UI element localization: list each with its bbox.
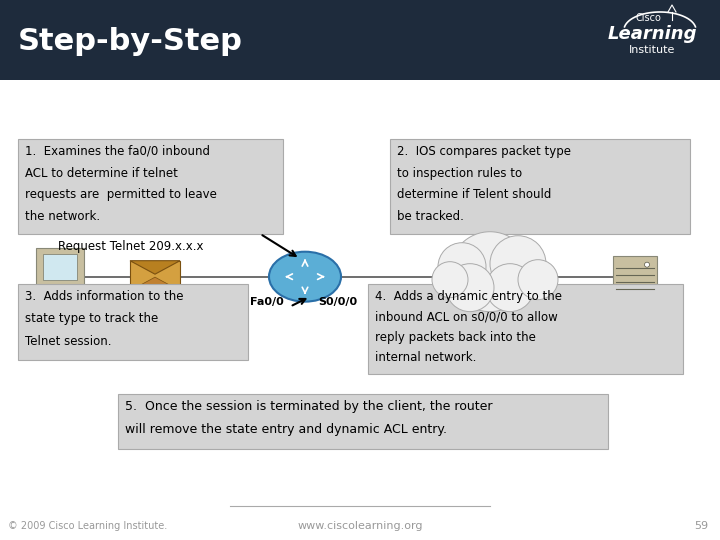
Circle shape bbox=[490, 236, 546, 292]
FancyBboxPatch shape bbox=[18, 139, 283, 234]
FancyBboxPatch shape bbox=[613, 256, 657, 294]
Text: Fa0/0: Fa0/0 bbox=[250, 296, 284, 307]
FancyBboxPatch shape bbox=[0, 0, 720, 80]
FancyBboxPatch shape bbox=[390, 139, 690, 234]
Text: 5.  Once the session is terminated by the client, the router: 5. Once the session is terminated by the… bbox=[125, 400, 492, 413]
Text: inbound ACL on s0/0/0 to allow: inbound ACL on s0/0/0 to allow bbox=[375, 310, 558, 323]
Text: 2.  IOS compares packet type: 2. IOS compares packet type bbox=[397, 145, 571, 158]
Text: Cisco: Cisco bbox=[635, 13, 661, 23]
Polygon shape bbox=[130, 277, 180, 291]
Text: Learning: Learning bbox=[607, 25, 697, 43]
Text: internal network.: internal network. bbox=[375, 351, 477, 364]
Text: be tracked.: be tracked. bbox=[397, 210, 464, 223]
Polygon shape bbox=[40, 295, 85, 301]
Text: requests are  permitted to leave: requests are permitted to leave bbox=[25, 188, 217, 201]
Circle shape bbox=[446, 264, 494, 312]
Text: 59: 59 bbox=[694, 521, 708, 531]
Text: Request Telnet 209.x.x.x: Request Telnet 209.x.x.x bbox=[58, 240, 204, 253]
Text: 4.  Adds a dynamic entry to the: 4. Adds a dynamic entry to the bbox=[375, 289, 562, 302]
Text: www.ciscolearning.org: www.ciscolearning.org bbox=[297, 521, 423, 531]
Text: ACL to determine if telnet: ACL to determine if telnet bbox=[25, 166, 178, 180]
Circle shape bbox=[518, 260, 558, 300]
Circle shape bbox=[486, 264, 534, 312]
Text: reply packets back into the: reply packets back into the bbox=[375, 330, 536, 343]
FancyBboxPatch shape bbox=[43, 254, 77, 280]
Text: 3.  Adds information to the: 3. Adds information to the bbox=[25, 289, 184, 302]
FancyBboxPatch shape bbox=[36, 248, 84, 286]
FancyBboxPatch shape bbox=[118, 394, 608, 449]
Text: will remove the state entry and dynamic ACL entry.: will remove the state entry and dynamic … bbox=[125, 423, 447, 436]
Text: 1.  Examines the fa0/0 inbound: 1. Examines the fa0/0 inbound bbox=[25, 145, 210, 158]
Text: Step-by-Step: Step-by-Step bbox=[18, 28, 243, 57]
Text: state type to track the: state type to track the bbox=[25, 312, 158, 325]
Text: © 2009 Cisco Learning Institute.: © 2009 Cisco Learning Institute. bbox=[8, 521, 167, 531]
FancyBboxPatch shape bbox=[368, 284, 683, 374]
Polygon shape bbox=[130, 261, 180, 291]
FancyBboxPatch shape bbox=[18, 284, 248, 360]
Text: determine if Telent should: determine if Telent should bbox=[397, 188, 552, 201]
Text: Telnet session.: Telnet session. bbox=[25, 335, 112, 348]
Text: Institute: Institute bbox=[629, 45, 675, 55]
FancyBboxPatch shape bbox=[37, 285, 83, 295]
Text: S0/0/0: S0/0/0 bbox=[318, 296, 357, 307]
Circle shape bbox=[450, 232, 530, 312]
Polygon shape bbox=[130, 261, 180, 274]
Circle shape bbox=[644, 262, 649, 267]
Circle shape bbox=[438, 242, 486, 291]
Text: to inspection rules to: to inspection rules to bbox=[397, 166, 522, 180]
Ellipse shape bbox=[269, 252, 341, 302]
Circle shape bbox=[432, 262, 468, 298]
Text: the network.: the network. bbox=[25, 210, 100, 223]
